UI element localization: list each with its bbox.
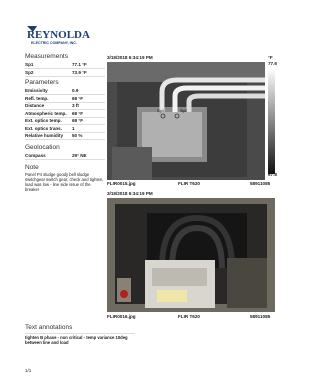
row-value: 68 °F xyxy=(72,110,84,116)
row-value: 29° NE xyxy=(72,153,87,158)
row-label: Compass xyxy=(25,153,46,158)
row-value: 68 °F xyxy=(72,95,84,101)
section-title: Geolocation xyxy=(25,144,60,151)
photo xyxy=(107,198,275,312)
row-value: 0.9 xyxy=(72,88,79,93)
scale-unit: °F xyxy=(268,55,273,60)
row-label: Relative humidity xyxy=(25,133,64,138)
row-value: 3 ft xyxy=(72,103,79,108)
row-label: Emissivity xyxy=(25,88,48,93)
spot-label: Sp2 xyxy=(180,108,188,113)
page-number: 1/1 xyxy=(25,368,32,373)
section-title: Parameters xyxy=(25,79,59,86)
row-value: 1 xyxy=(72,125,75,131)
table-row: Emissivity 0.9 xyxy=(25,87,105,95)
report-page: {"header":{"logo":"REYNOLDA","logo_sub":… xyxy=(25,26,277,373)
timestamp: 3/19/2018 6:34:19 PM xyxy=(107,55,153,60)
row-label: Ext. optics trans. xyxy=(25,125,63,131)
row-value: 73.9 °F xyxy=(72,69,87,75)
file-name: FLIR0015.jpg xyxy=(107,181,136,186)
table-row: Atmospheric temp. 68 °F xyxy=(25,110,105,118)
serial: 58911085 xyxy=(250,314,271,319)
row-value: 68 °F xyxy=(72,118,84,123)
note-text: Panel P4 sludge goody bell sludge switch… xyxy=(25,172,104,192)
color-scale xyxy=(268,68,275,174)
row-label: Ext. optics temp. xyxy=(25,118,62,123)
section-title: Text annotations xyxy=(25,324,73,331)
table-row: Sp2 73.9 °F xyxy=(25,69,105,77)
logo: REYNOLDA ELECTRIC COMPANY, INC. xyxy=(27,26,90,45)
table-row: Ext. optics trans. 1 xyxy=(25,125,105,133)
section-title: Measurements xyxy=(25,53,68,60)
spot-label: Sp1 xyxy=(157,108,165,113)
row-label: Refl. temp. xyxy=(25,95,49,101)
row-label: Atmospheric temp. xyxy=(25,110,67,116)
row-label: Sp1 xyxy=(25,62,34,67)
logo-subtitle: ELECTRIC COMPANY, INC. xyxy=(31,41,77,45)
camera: FLIR T620 xyxy=(178,314,200,319)
serial: 58911085 xyxy=(250,181,271,186)
table-row: Compass 29° NE xyxy=(25,152,105,160)
scale-max: 77.6 xyxy=(268,61,277,66)
timestamp: 3/19/2018 6:34:19 PM xyxy=(107,191,153,196)
annotation-text: tighten B phase - non critical - temp va… xyxy=(25,333,135,345)
row-label: Distance xyxy=(25,103,45,108)
file-name: FLIR0016.jpg xyxy=(107,314,136,319)
logo-text: REYNOLDA xyxy=(27,29,90,41)
table-row: Refl. temp. 68 °F xyxy=(25,95,105,103)
row-label: Sp2 xyxy=(25,69,34,75)
camera: FLIR T620 xyxy=(178,181,200,186)
table-row: Relative humidity 50 % xyxy=(25,132,105,140)
table-row: Ext. optics temp. 68 °F xyxy=(25,117,105,125)
section-title: Note xyxy=(25,164,39,171)
row-value: 77.1 °F xyxy=(72,62,87,67)
table-row: Distance 3 ft xyxy=(25,102,105,110)
row-value: 50 % xyxy=(72,133,83,138)
thermal-image: Sp1 Sp2 xyxy=(107,62,275,180)
table-row: Sp1 77.1 °F xyxy=(25,61,105,69)
scale-min: 67.8 xyxy=(268,172,277,177)
logo-mark xyxy=(27,26,37,32)
